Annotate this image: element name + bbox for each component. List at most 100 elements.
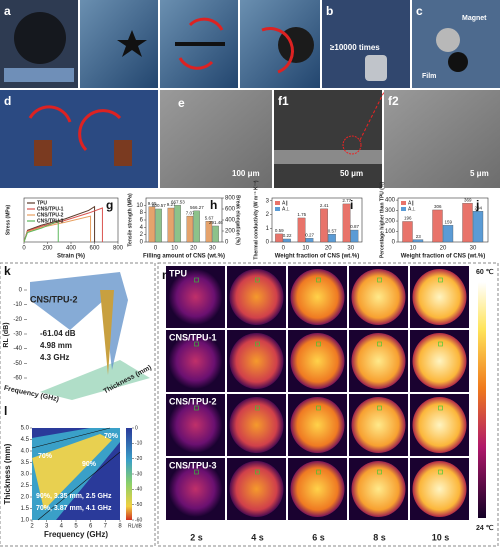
measure-point <box>316 341 321 347</box>
bar <box>174 205 181 243</box>
annotation: 70% <box>104 433 119 440</box>
value-label: 5.67 <box>205 215 214 220</box>
y2-tick-label: 600 <box>225 207 236 213</box>
bar <box>148 206 156 243</box>
y-axis-label: Tensile strength (MPa) <box>127 193 133 247</box>
bar <box>193 210 200 243</box>
sem-image <box>160 90 272 188</box>
z-axis-label: RL (dB) <box>3 322 10 347</box>
colorbar-tick-label: -20 <box>135 456 142 462</box>
x-tick-label: 20 <box>190 246 197 252</box>
value-label: 0.59 <box>275 228 284 233</box>
measure-point <box>316 405 321 411</box>
panel-label: j <box>475 198 479 212</box>
x-tick-label: 6 <box>89 524 93 530</box>
bar <box>342 203 351 243</box>
contour-band <box>32 434 112 510</box>
panel-frame <box>157 262 499 547</box>
value-label: 9.27 <box>167 202 176 207</box>
bar <box>462 203 473 243</box>
annotation: 4.98 mm <box>40 341 72 350</box>
y-tick-label: 1.0 <box>21 518 30 524</box>
bar <box>350 229 359 243</box>
x-tick-label: 400 <box>66 246 77 252</box>
value-label: 667.53 <box>171 199 185 204</box>
y-tick-label: 4 <box>140 225 144 231</box>
x-tick-label: 0 <box>22 246 26 252</box>
column-label: 4 s <box>251 532 264 542</box>
y-axis-label: Thickness (mm) <box>3 443 12 504</box>
column-label: 10 s <box>432 532 450 542</box>
value-label: 159 <box>444 220 452 225</box>
legend-label: TPU <box>37 200 47 206</box>
thermal-sample <box>229 397 284 453</box>
panel-label: f2 <box>388 94 399 108</box>
surface-peak <box>100 290 114 375</box>
value-label: 196 <box>404 216 412 221</box>
measure-point <box>438 405 443 411</box>
thermal-sample <box>290 397 345 453</box>
y-axis-label: Stress (MPa) <box>5 205 11 236</box>
bar <box>472 211 484 243</box>
y-axis-label: Percentage higher than TPU (%) <box>379 182 385 258</box>
colorbar <box>126 428 132 520</box>
measure-point <box>255 277 260 283</box>
legend-swatch <box>401 201 406 205</box>
value-label: 0.27 <box>305 232 314 237</box>
bar <box>432 209 443 243</box>
value-label: 291.46 <box>209 220 223 225</box>
thermal-sample <box>229 269 284 325</box>
annotation: Magnet <box>462 15 487 22</box>
surface-floor <box>40 360 150 400</box>
x-tick-label: 20 <box>325 246 332 252</box>
y-tick-label: 8 <box>140 210 144 216</box>
measure-point <box>255 341 260 347</box>
x-tick-label: 30 <box>347 246 354 252</box>
panel-label: d <box>4 94 11 108</box>
bar <box>320 208 328 243</box>
y-tick-label: 400 <box>385 198 396 204</box>
thermal-sample <box>412 333 467 389</box>
y-tick-label: 1.5 <box>21 506 30 512</box>
x-tick-label: 20 <box>440 246 447 252</box>
value-label: 9.65 <box>148 201 157 206</box>
annotation: 70%, 3.87 mm, 4.1 GHz <box>36 505 112 512</box>
thermal-sample <box>168 269 223 325</box>
arrow <box>28 105 72 123</box>
z-tick-label: -20 <box>13 317 22 323</box>
panel-label: c <box>416 4 423 18</box>
x-tick-label: 0 <box>154 246 158 252</box>
arrow <box>188 17 224 31</box>
legend-label: CNS/TPU-1 <box>37 206 64 212</box>
x-axis-label: Strain (%) <box>57 254 85 260</box>
measure-point <box>438 277 443 283</box>
thermal-sample <box>351 397 406 453</box>
bar <box>275 233 283 243</box>
z-tick-label: 0 <box>19 288 23 294</box>
x-tick-label: 30 <box>209 246 216 252</box>
measure-point <box>438 469 443 475</box>
value-label: 0.87 <box>350 224 359 229</box>
z-tick-label: -30 <box>13 332 22 338</box>
value-label: 0.57 <box>328 228 337 233</box>
y-tick-label: 2.5 <box>21 483 30 489</box>
row-label: TPU <box>169 268 187 278</box>
colorbar-tick-label: -30 <box>135 471 142 477</box>
colorbar-label: RL/dB <box>128 523 143 529</box>
panel-label: g <box>106 198 113 212</box>
y-tick-label: 3.5 <box>21 460 30 466</box>
thermal-sample <box>229 461 284 517</box>
y-tick-label: 2 <box>140 232 144 238</box>
x-tick-label: 0 <box>282 246 286 252</box>
bar <box>442 225 454 243</box>
measure-point <box>194 277 199 283</box>
annotation: 90%, 3.35 mm, 2.5 GHz <box>36 493 112 500</box>
x-tick-label: 10 <box>171 246 178 252</box>
thermal-sample <box>168 397 223 453</box>
arrow <box>78 109 122 152</box>
film-strip <box>175 42 225 46</box>
measure-point <box>194 405 199 411</box>
legend-swatch <box>275 201 280 205</box>
x-axis-label: Filling amount of CNS (wt.%) <box>143 254 225 260</box>
photo <box>80 0 158 88</box>
